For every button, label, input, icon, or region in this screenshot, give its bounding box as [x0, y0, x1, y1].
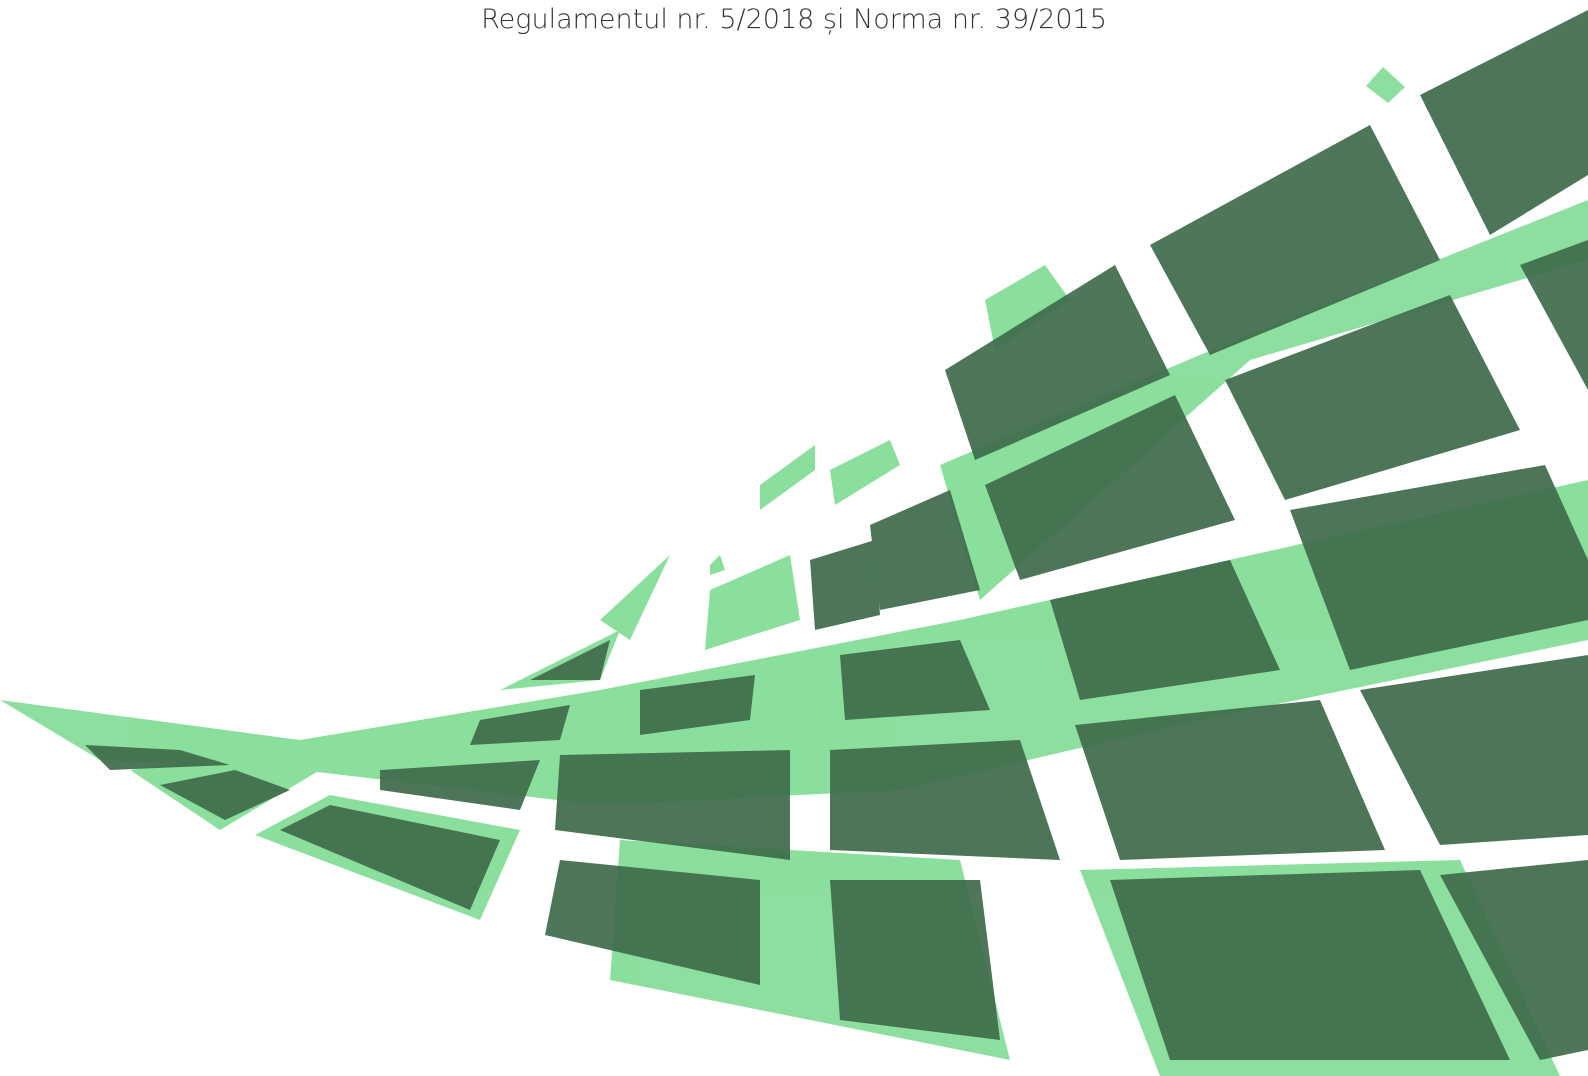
cover-art: [0, 0, 1588, 1076]
dark-tiles: [85, 10, 1588, 1060]
subtitle: Regulamentul nr. 5/2018 și Norma nr. 39/…: [0, 4, 1588, 35]
page: Regulamentul nr. 5/2018 și Norma nr. 39/…: [0, 0, 1588, 1076]
